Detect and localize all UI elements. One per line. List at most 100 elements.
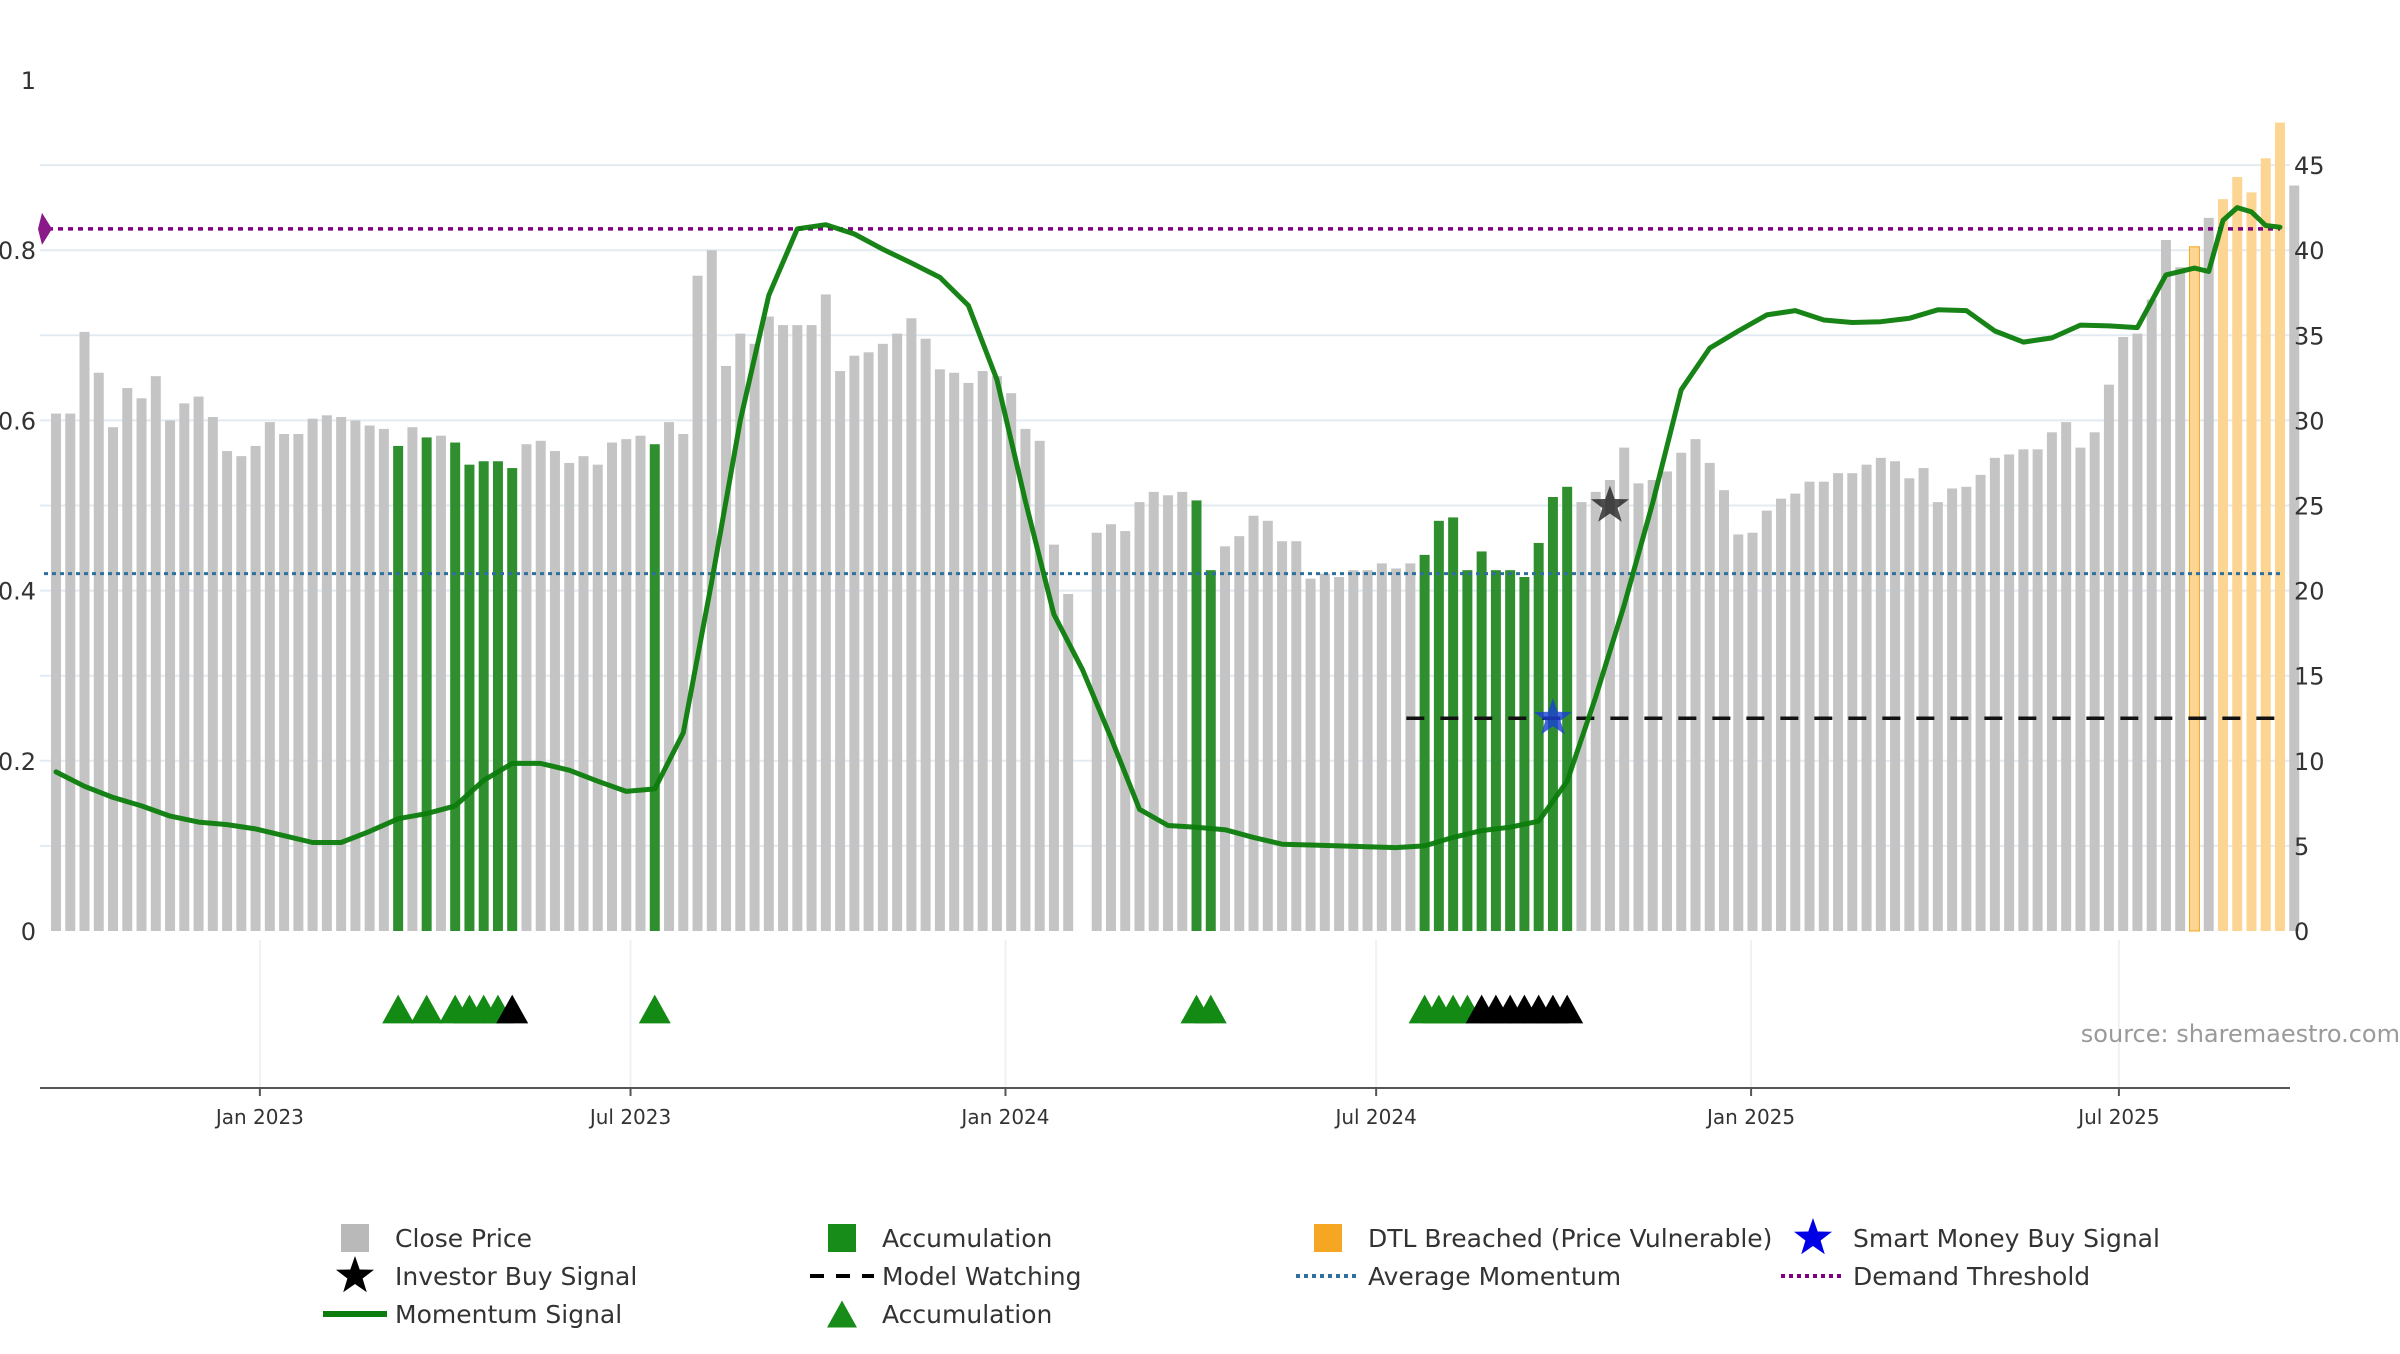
accumulation-bar [1533,542,1544,931]
price-bar [2203,217,2214,931]
price-bar [378,428,389,931]
price-bar [2175,267,2186,932]
price-bar [1804,481,1815,931]
price-bar [1918,468,1929,931]
price-bar [1704,462,1715,931]
right-axis-tick-label: 25 [2294,493,2325,521]
price-bar [321,415,332,931]
left-axis-tick-label: 1 [21,67,36,95]
legend-item: Demand Threshold [1781,1262,2090,1291]
price-bar [293,434,304,931]
watching-triangle [1551,994,1584,1024]
price-bar [250,445,261,931]
dtl-breached-bar [2217,199,2228,931]
right-axis-tick-label: 45 [2294,152,2325,180]
x-axis-tick-label: Jan 2025 [1705,1105,1795,1129]
price-bar [1833,473,1844,931]
legend-label: Average Momentum [1368,1262,1621,1291]
price-bar [1847,473,1858,931]
price-bar [1319,573,1330,931]
legend-star-icon [1794,1218,1832,1255]
price-bar [664,422,675,931]
price-bar [934,369,945,932]
price-bar [1277,541,1288,931]
left-axis-tick-label: 0.6 [0,407,36,435]
price-bar [1818,481,1829,931]
price-bar [735,333,746,931]
x-axis-tick-label: Jul 2024 [1333,1105,1416,1129]
price-bar [2075,447,2086,931]
left-axis-tick-label: 0.8 [0,237,36,265]
price-bar [165,420,176,931]
price-bar [549,451,560,931]
accumulation-bar [492,461,503,931]
legend-item: Momentum Signal [323,1300,622,1329]
price-bar [279,434,290,931]
legend-item: Average Momentum [1296,1262,1621,1291]
legend-item: Accumulation [828,1224,1052,1253]
lines-layer [38,205,2283,851]
price-bar [1604,479,1615,931]
legend-triangle-icon [827,1300,857,1328]
accumulation-bar [649,444,660,931]
price-bar [849,355,860,931]
accumulation-bar [507,468,518,931]
accumulation-bar [1419,554,1430,931]
price-bar [607,442,617,931]
price-bar [1248,515,1259,931]
price-bar [150,376,161,931]
left-axis-tick-label: 0.2 [0,748,36,776]
price-bar [1875,457,1886,931]
price-bar [1063,594,1074,931]
left-axis-tick-label: 0.4 [0,578,36,606]
price-bar [1048,544,1059,931]
price-bar [1790,493,1801,931]
left-axis-tick-label: 0 [21,918,36,946]
accumulation-triangle [410,994,443,1024]
price-bar [1391,568,1402,931]
legend-item: DTL Breached (Price Vulnerable) [1314,1224,1772,1253]
right-axis-tick-label: 20 [2294,578,2325,606]
accumulation-bar [1490,570,1501,931]
legend-star-icon [336,1256,374,1293]
legend-label: DTL Breached (Price Vulnerable) [1368,1224,1772,1253]
legend-swatch [828,1224,856,1252]
price-bar [1719,490,1729,931]
price-bar [892,333,903,931]
price-bar [792,325,803,931]
legend-label: Accumulation [882,1224,1052,1253]
price-bar [564,462,575,931]
price-bar [193,396,204,931]
price-bar [1676,452,1687,931]
x-axis-tick-label: Jan 2024 [959,1105,1049,1129]
price-bar [2146,299,2157,932]
x-axis-tick-label: Jul 2023 [588,1105,671,1129]
price-bar [1291,541,1302,931]
dtl-breached-bar [2188,246,2200,932]
price-bar [692,275,703,932]
price-bar [1904,478,1915,931]
price-bar [2289,185,2300,932]
price-bar [1334,576,1345,931]
price-bar [991,376,1002,931]
price-bar [592,464,603,931]
accumulation-triangle [638,994,671,1024]
price-bar [1163,495,1173,931]
legend-item: Investor Buy Signal [336,1256,637,1293]
price-bar [621,439,632,931]
price-bar [264,422,275,931]
right-axis-tick-label: 0 [2294,918,2309,946]
x-axis-tick-label: Jul 2025 [2076,1105,2159,1129]
legend-label: Model Watching [882,1262,1082,1291]
price-bar [1006,393,1017,932]
price-bar [79,331,90,931]
price-bar [307,418,318,931]
price-bar [1120,531,1131,931]
price-bar [1776,498,1787,931]
accumulation-bar [1205,570,1216,931]
accumulation-bar [1519,576,1530,931]
price-bar [2061,422,2072,931]
bars-layer [51,122,2300,932]
price-bar [2089,432,2100,931]
